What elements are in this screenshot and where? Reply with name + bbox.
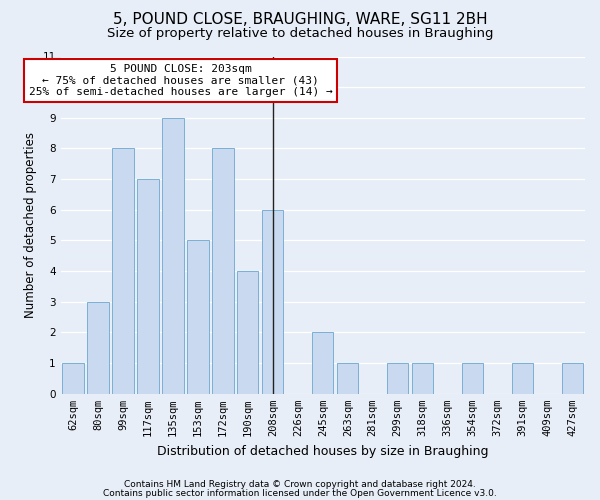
Bar <box>237 271 259 394</box>
Bar <box>112 148 134 394</box>
Text: Size of property relative to detached houses in Braughing: Size of property relative to detached ho… <box>107 28 493 40</box>
Bar <box>88 302 109 394</box>
Text: 5, POUND CLOSE, BRAUGHING, WARE, SG11 2BH: 5, POUND CLOSE, BRAUGHING, WARE, SG11 2B… <box>113 12 487 28</box>
Y-axis label: Number of detached properties: Number of detached properties <box>24 132 37 318</box>
Bar <box>512 363 533 394</box>
Bar <box>212 148 233 394</box>
Bar <box>262 210 283 394</box>
Bar <box>137 179 158 394</box>
Bar <box>387 363 409 394</box>
Bar <box>462 363 483 394</box>
Text: Contains public sector information licensed under the Open Government Licence v3: Contains public sector information licen… <box>103 488 497 498</box>
Bar <box>187 240 209 394</box>
Bar <box>562 363 583 394</box>
Bar <box>163 118 184 394</box>
Text: 5 POUND CLOSE: 203sqm
← 75% of detached houses are smaller (43)
25% of semi-deta: 5 POUND CLOSE: 203sqm ← 75% of detached … <box>29 64 332 98</box>
Text: Contains HM Land Registry data © Crown copyright and database right 2024.: Contains HM Land Registry data © Crown c… <box>124 480 476 489</box>
Bar <box>312 332 334 394</box>
Bar <box>337 363 358 394</box>
Bar <box>62 363 83 394</box>
X-axis label: Distribution of detached houses by size in Braughing: Distribution of detached houses by size … <box>157 444 488 458</box>
Bar <box>412 363 433 394</box>
